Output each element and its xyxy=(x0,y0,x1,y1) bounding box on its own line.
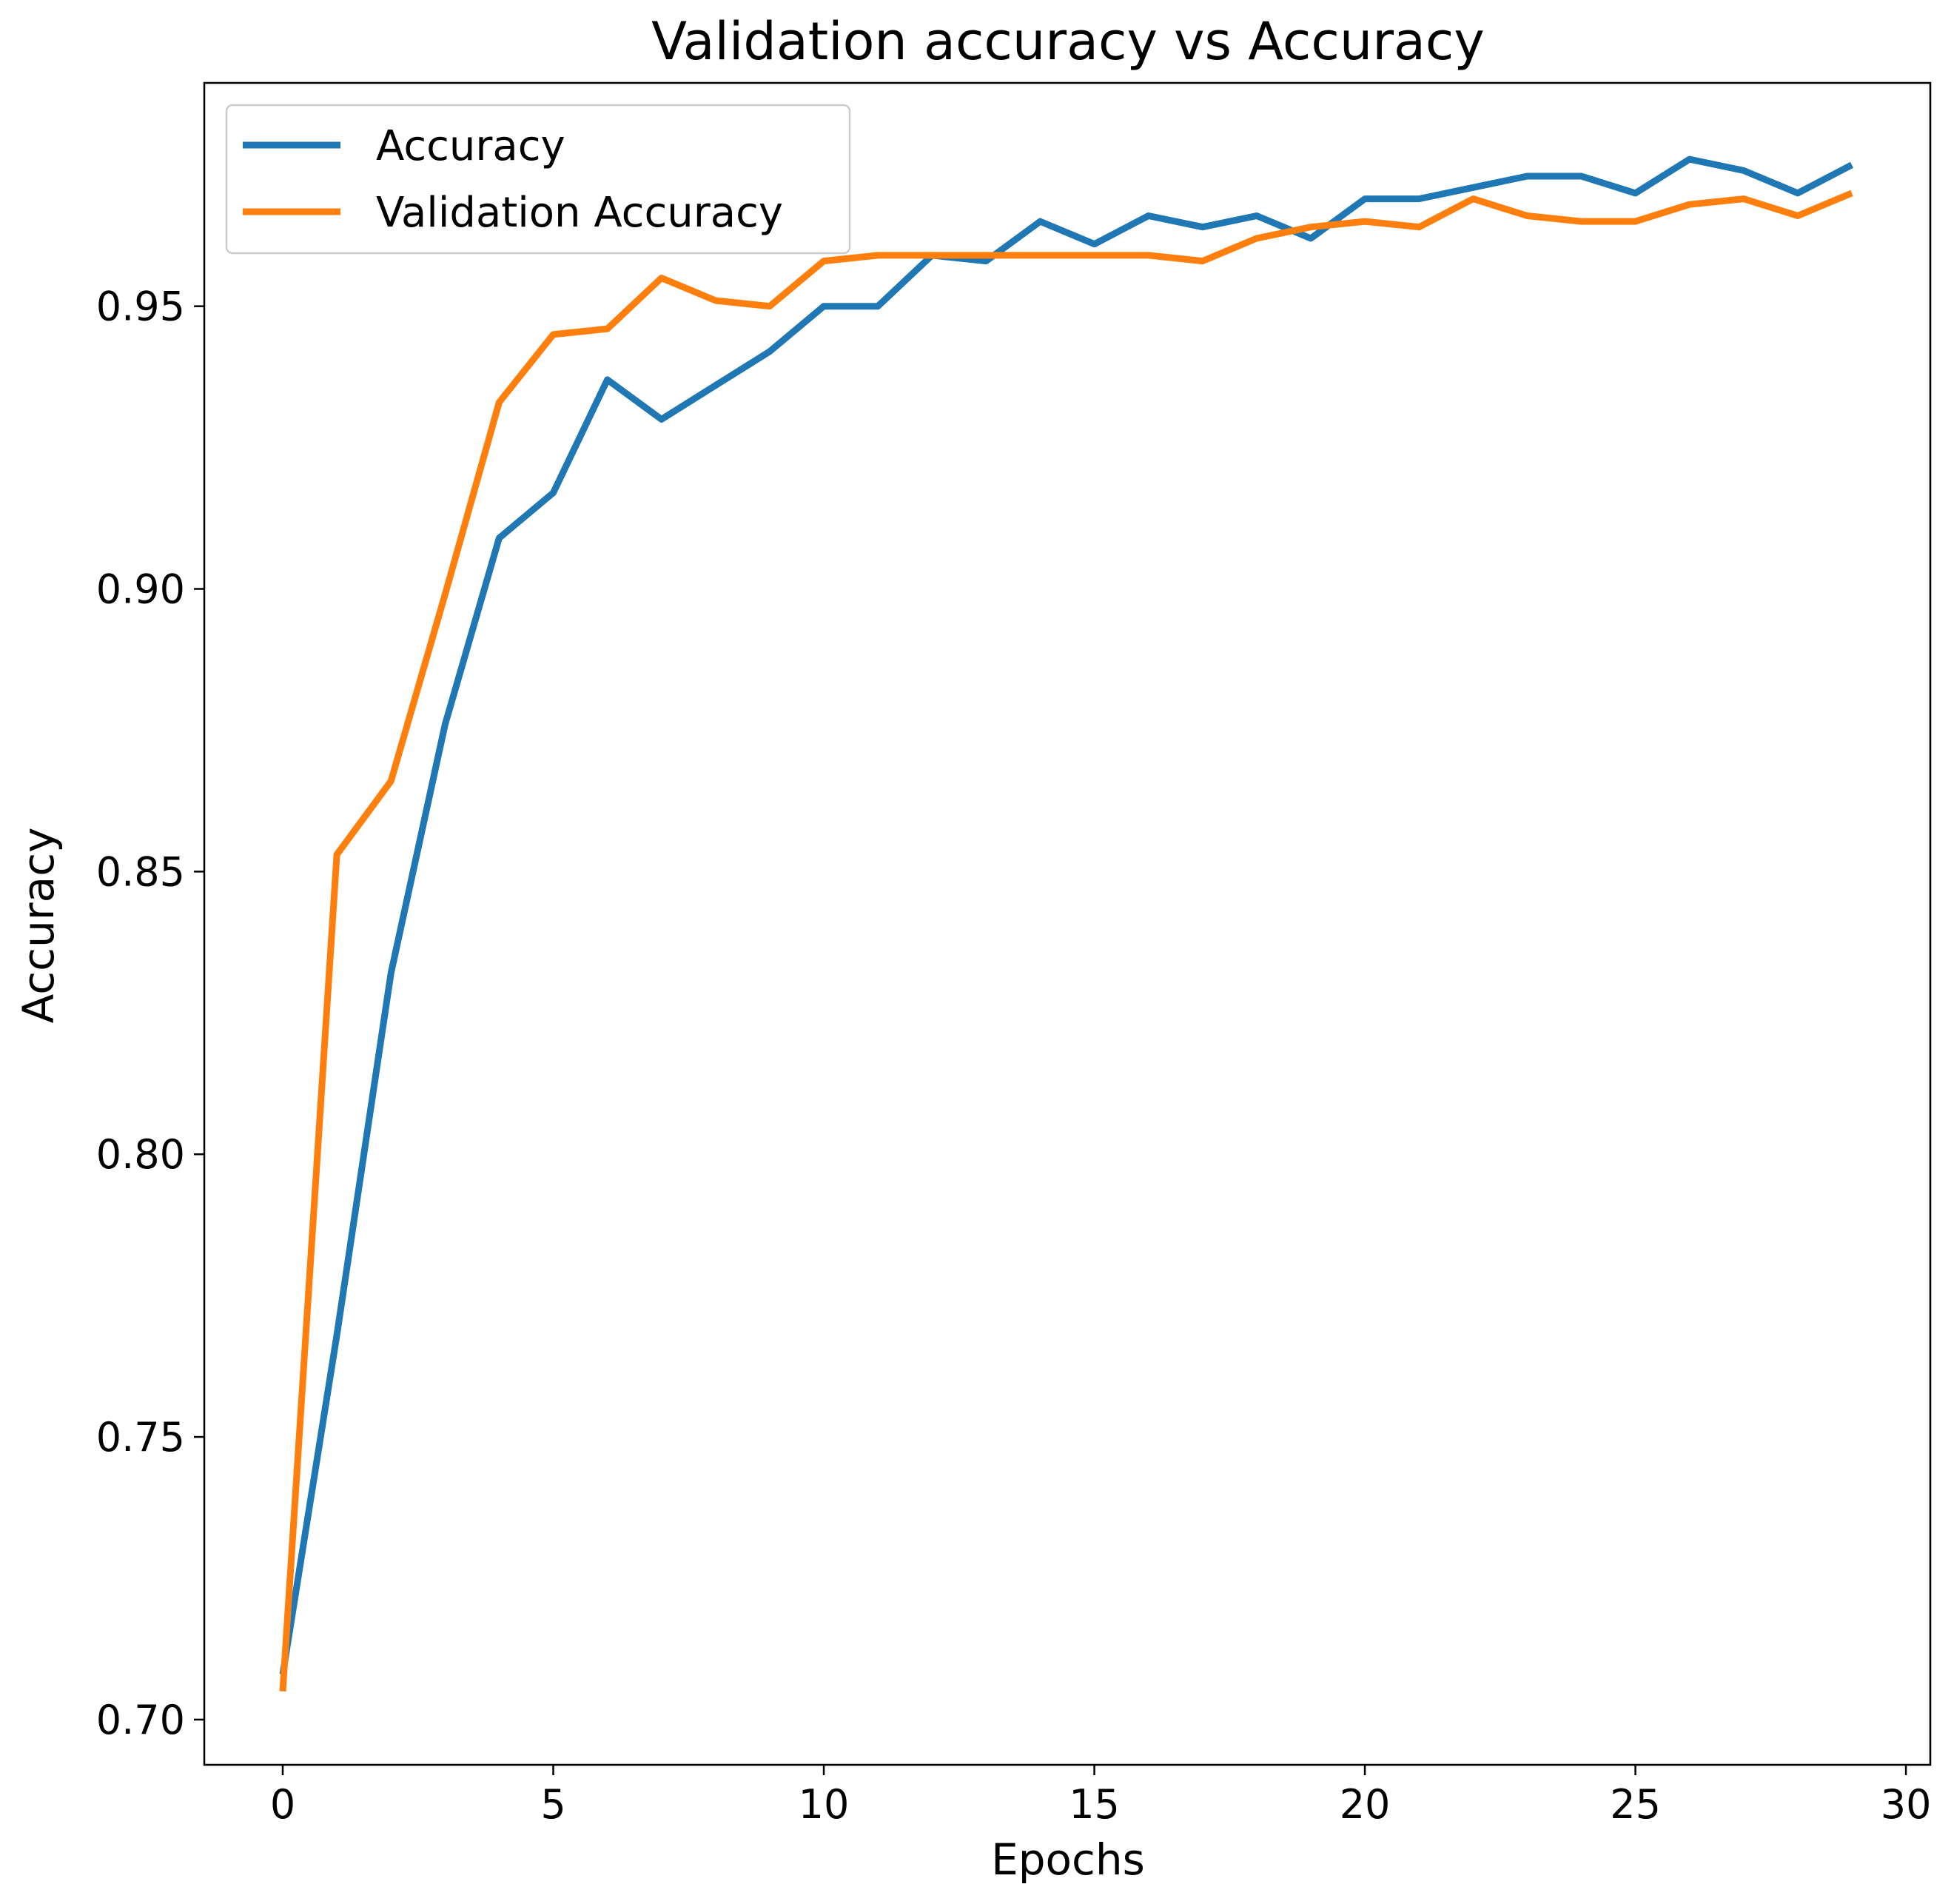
series-line-2 xyxy=(279,190,1853,1692)
x-axis: 0 5 10 15 20 25 30 xyxy=(270,1765,1932,1828)
x-axis-label: Epochs xyxy=(991,1834,1145,1885)
x-tick-label: 20 xyxy=(1340,1781,1391,1828)
legend-label-2: Validation Accuracy xyxy=(376,189,783,237)
legend-label-1: Accuracy xyxy=(376,122,565,170)
x-tick-label: 30 xyxy=(1881,1781,1932,1828)
x-tick-label: 0 xyxy=(270,1781,295,1828)
legend-box xyxy=(225,104,851,255)
series-layer xyxy=(279,155,1854,1692)
legend: Accuracy Validation Accuracy xyxy=(225,104,851,255)
y-tick-label: 0.70 xyxy=(96,1697,185,1743)
y-tick-label: 0.80 xyxy=(96,1131,185,1178)
y-tick-label: 0.75 xyxy=(96,1414,185,1461)
plot-frame xyxy=(203,81,1932,1766)
y-tick-label: 0.95 xyxy=(96,284,185,330)
y-tick-label: 0.85 xyxy=(96,848,185,895)
chart-title: Validation accuracy vs Accuracy xyxy=(651,11,1485,72)
x-tick-label: 15 xyxy=(1069,1781,1120,1828)
y-axis: 0.70 0.75 0.80 0.85 0.90 0.95 xyxy=(96,284,204,1743)
x-tick-label: 5 xyxy=(540,1781,565,1828)
x-tick-label: 25 xyxy=(1610,1781,1661,1828)
y-tick-label: 0.90 xyxy=(96,566,185,613)
series-line-1 xyxy=(279,155,1854,1675)
y-axis-label: Accuracy xyxy=(13,828,64,1024)
x-tick-label: 10 xyxy=(799,1781,850,1828)
